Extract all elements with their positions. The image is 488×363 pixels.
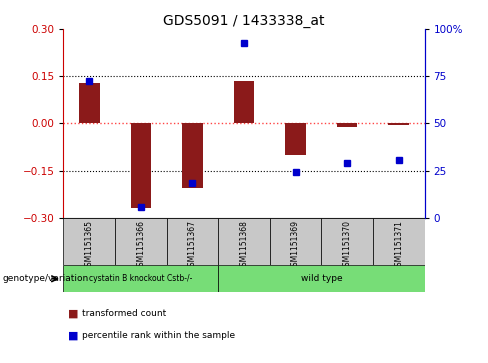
Bar bbox=[218, 265, 425, 292]
Text: ■: ■ bbox=[68, 331, 79, 341]
Text: GSM1151370: GSM1151370 bbox=[343, 220, 352, 271]
Bar bbox=[166, 218, 218, 265]
Text: transformed count: transformed count bbox=[82, 310, 166, 318]
Text: GSM1151367: GSM1151367 bbox=[188, 220, 197, 271]
Bar bbox=[130, 123, 151, 208]
Bar bbox=[115, 218, 166, 265]
Bar bbox=[270, 218, 322, 265]
Bar bbox=[234, 81, 254, 123]
Bar bbox=[182, 123, 203, 188]
Bar bbox=[373, 218, 425, 265]
Text: genotype/variation: genotype/variation bbox=[2, 274, 89, 283]
Text: GSM1151368: GSM1151368 bbox=[240, 220, 248, 271]
Bar bbox=[388, 123, 409, 125]
Text: GSM1151369: GSM1151369 bbox=[291, 220, 300, 271]
Bar bbox=[63, 265, 218, 292]
Text: GSM1151365: GSM1151365 bbox=[85, 220, 94, 271]
Bar bbox=[322, 218, 373, 265]
Text: cystatin B knockout Cstb-/-: cystatin B knockout Cstb-/- bbox=[89, 274, 192, 283]
Bar bbox=[285, 123, 306, 155]
Bar bbox=[63, 218, 115, 265]
Text: GSM1151371: GSM1151371 bbox=[394, 220, 403, 271]
Text: wild type: wild type bbox=[301, 274, 342, 283]
Title: GDS5091 / 1433338_at: GDS5091 / 1433338_at bbox=[163, 14, 325, 28]
Bar bbox=[79, 82, 100, 123]
Text: percentile rank within the sample: percentile rank within the sample bbox=[82, 331, 235, 340]
Text: ■: ■ bbox=[68, 309, 79, 319]
Text: GSM1151366: GSM1151366 bbox=[136, 220, 145, 271]
Bar bbox=[218, 218, 270, 265]
Bar bbox=[337, 123, 358, 127]
